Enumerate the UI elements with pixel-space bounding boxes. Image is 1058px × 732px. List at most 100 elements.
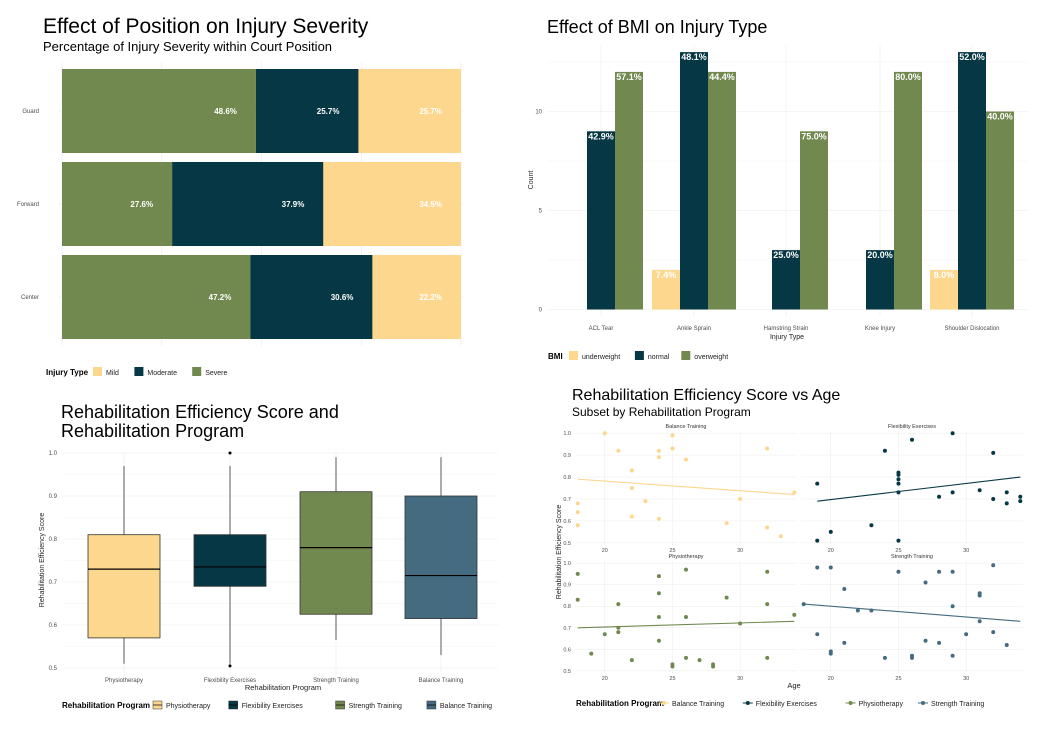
chart4-title: Rehabilitation Efficiency Score vs Age	[572, 387, 840, 404]
scatter-point	[616, 448, 621, 453]
legend-swatch-point	[745, 701, 750, 705]
data-label: 47.2%	[209, 293, 232, 302]
scatter-point	[896, 472, 901, 477]
legend-swatch-point	[921, 701, 925, 705]
scatter-point	[815, 538, 820, 543]
scatter-point	[896, 477, 901, 482]
legend-swatch-point	[848, 701, 853, 705]
legend-swatch	[93, 367, 102, 376]
x-tick-label: Balance Training	[419, 678, 464, 684]
legend-label: Balance Training	[672, 701, 724, 708]
scatter-point	[575, 597, 580, 602]
x-tick-label: 30	[963, 548, 969, 554]
bar-overweight	[986, 111, 1014, 310]
x-tick-label: 20	[602, 548, 608, 554]
y-tick-label: Forward	[17, 202, 39, 208]
bar-segment-moderate	[255, 69, 359, 153]
scatter-point	[882, 655, 887, 660]
legend-label: Strength Training	[349, 703, 402, 710]
scatter-point	[684, 615, 688, 619]
bar-underweight	[930, 269, 958, 310]
data-label: 52.0%	[959, 52, 985, 62]
scatter-point	[697, 658, 702, 663]
x-tick-label: 25	[895, 548, 901, 554]
legend-swatch	[569, 351, 578, 360]
scatter-point	[765, 446, 770, 451]
box-physiotherapy	[87, 534, 161, 639]
x-axis-label: Rehabilitation Program	[245, 683, 321, 692]
y-tick-label: 0.6	[563, 647, 571, 653]
scatter-point	[1004, 643, 1009, 647]
y-axis-label: Rehabilitation Efficiency Score	[556, 505, 563, 600]
scatter-point	[711, 664, 716, 669]
scatter-point	[684, 567, 688, 572]
position-severity-chart: Effect of Position on Injury SeverityPer…	[17, 15, 465, 377]
scatter-point	[1018, 499, 1023, 504]
scatter-point	[977, 593, 982, 598]
scatter-point	[896, 481, 901, 486]
legend-swatch	[134, 367, 144, 376]
bar-segment-severe	[62, 162, 173, 246]
scatter-point	[950, 490, 955, 495]
scatter-point	[629, 658, 634, 663]
legend-title: BMI	[548, 352, 563, 361]
scatter-point	[991, 630, 996, 635]
x-tick-label: 30	[963, 676, 969, 682]
legend-title: Rehabilitation Program	[576, 699, 664, 708]
scatter-point	[575, 523, 580, 528]
data-label: 20.0%	[867, 250, 893, 260]
scatter-point	[896, 569, 901, 574]
y-tick-label: Guard	[22, 109, 39, 115]
chart1-subtitle: Percentage of Injury Severity within Cou…	[43, 39, 332, 54]
y-axis-label: Rehabilitation Efficiency Score	[39, 513, 46, 608]
y-tick-label: 0.7	[49, 580, 58, 586]
scatter-point	[1018, 494, 1023, 499]
chart1-title: Effect of Position on Injury Severity	[43, 15, 369, 38]
bar-segment-mild	[323, 162, 461, 246]
scatter-point	[602, 431, 607, 436]
y-tick-label: 0.5	[563, 669, 571, 675]
y-tick-label: 0.9	[49, 494, 58, 500]
y-tick-label: 0.9	[563, 453, 571, 459]
scatter-point	[1004, 501, 1009, 506]
scatter-point	[828, 529, 833, 534]
scatter-point	[765, 602, 770, 607]
x-tick-label: 20	[828, 676, 834, 682]
scatter-point	[896, 538, 901, 543]
scatter-point	[792, 490, 797, 495]
scatter-point	[643, 499, 648, 504]
x-tick-label: ACL Tear	[589, 326, 614, 332]
legend-label: Physiotherapy	[859, 701, 904, 708]
rehab-boxplot-chart: Rehabilitation Efficiency Score andRehab…	[39, 402, 498, 710]
outlier-point	[228, 451, 232, 455]
data-label: 75.0%	[801, 131, 827, 141]
y-tick-label: 0	[539, 308, 543, 314]
legend-label: Flexibility Exercises	[756, 701, 818, 708]
x-tick-label: Shoulder Dislocation	[944, 326, 999, 332]
scatter-point	[616, 630, 621, 635]
data-label: 25.0%	[773, 250, 799, 260]
scatter-point	[815, 632, 820, 637]
legend-label: Flexibility Exercises	[242, 703, 304, 710]
scatter-point	[765, 655, 770, 660]
scatter-point	[842, 640, 847, 645]
x-tick-label: Flexibility Exercises	[204, 678, 256, 684]
x-tick-label: 20	[602, 676, 608, 682]
bar-segment-severe	[62, 255, 251, 339]
box-strength-training	[299, 491, 373, 615]
scatter-point	[923, 580, 928, 585]
facet-title: Balance Training	[666, 424, 707, 430]
y-tick-label: 1.0	[563, 431, 571, 437]
x-tick-label: 30	[737, 548, 743, 554]
legend-label: Strength Training	[931, 701, 984, 708]
chart2-title: Effect of BMI on Injury Type	[547, 17, 767, 37]
scatter-point	[616, 602, 621, 607]
trend-line	[577, 478, 795, 496]
scatter-point	[656, 638, 661, 643]
trend-line	[817, 476, 1021, 502]
y-tick-label: 0.6	[49, 623, 58, 629]
y-tick-label: 5	[539, 209, 543, 215]
bar-segment-mild	[372, 255, 461, 339]
data-label: 37.9%	[282, 200, 305, 209]
data-label: 25.7%	[317, 107, 340, 116]
